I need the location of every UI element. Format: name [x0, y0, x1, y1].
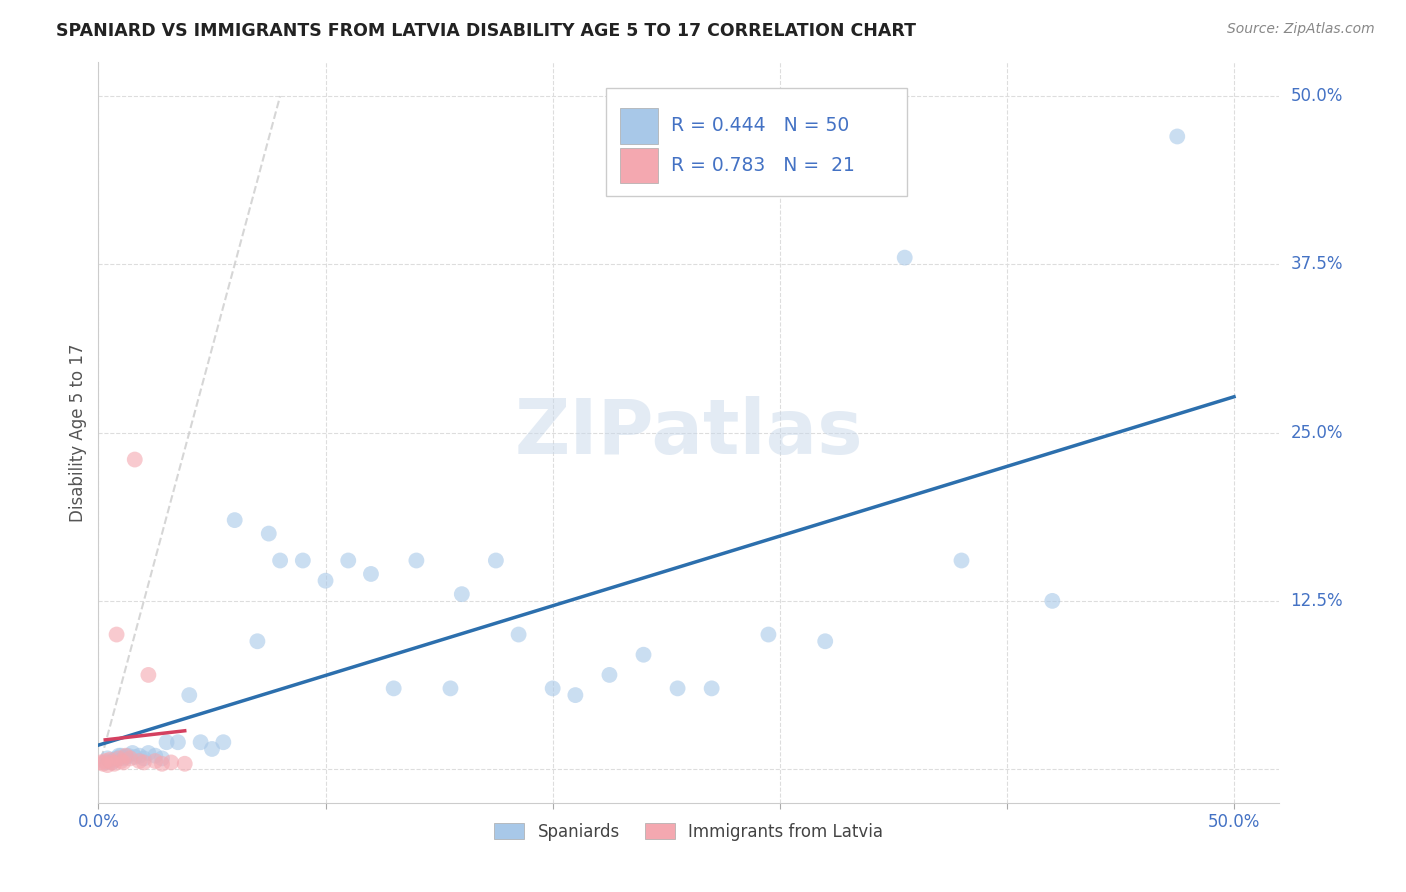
Point — [128, 748, 150, 763]
Point — [893, 251, 915, 265]
Point — [485, 553, 508, 567]
Point — [246, 634, 269, 648]
Point — [98, 753, 121, 767]
Point — [160, 756, 183, 770]
Point — [508, 627, 530, 641]
Point — [179, 688, 201, 702]
Point — [633, 648, 655, 662]
Point — [90, 756, 112, 770]
Point — [143, 754, 166, 768]
FancyBboxPatch shape — [620, 148, 658, 184]
Point — [700, 681, 723, 696]
Point — [269, 553, 291, 567]
Point — [150, 756, 173, 771]
Text: R = 0.783   N =  21: R = 0.783 N = 21 — [671, 156, 855, 175]
Point — [121, 746, 143, 760]
Point — [155, 735, 177, 749]
Point — [257, 526, 280, 541]
Point — [598, 668, 620, 682]
Point — [110, 754, 132, 768]
Point — [212, 735, 235, 749]
Point — [666, 681, 689, 696]
Point — [758, 627, 780, 641]
Text: SPANIARD VS IMMIGRANTS FROM LATVIA DISABILITY AGE 5 TO 17 CORRELATION CHART: SPANIARD VS IMMIGRANTS FROM LATVIA DISAB… — [56, 22, 917, 40]
Point — [1166, 129, 1188, 144]
Text: R = 0.444   N = 50: R = 0.444 N = 50 — [671, 117, 849, 136]
Point — [128, 754, 150, 768]
Point — [105, 627, 128, 641]
Point — [405, 553, 427, 567]
Text: Source: ZipAtlas.com: Source: ZipAtlas.com — [1227, 22, 1375, 37]
Point — [190, 735, 212, 749]
Point — [132, 756, 155, 770]
FancyBboxPatch shape — [606, 88, 907, 195]
Point — [91, 756, 114, 771]
Point — [114, 750, 136, 764]
Point — [124, 452, 146, 467]
Point — [103, 753, 125, 767]
Point — [167, 735, 190, 749]
Point — [103, 756, 125, 771]
Point — [96, 758, 118, 772]
Text: 25.0%: 25.0% — [1291, 424, 1343, 442]
Point — [143, 748, 166, 763]
Point — [173, 756, 195, 771]
Text: 50.0%: 50.0% — [1291, 87, 1343, 105]
Point — [150, 751, 173, 765]
Text: 37.5%: 37.5% — [1291, 255, 1343, 273]
Point — [315, 574, 337, 588]
Point — [337, 553, 360, 567]
Point — [108, 751, 131, 765]
Point — [541, 681, 564, 696]
Text: 12.5%: 12.5% — [1291, 592, 1343, 610]
Point — [105, 751, 128, 765]
Point — [814, 634, 837, 648]
Point — [96, 751, 118, 765]
Point — [450, 587, 472, 601]
Y-axis label: Disability Age 5 to 17: Disability Age 5 to 17 — [69, 343, 87, 522]
Point — [110, 748, 132, 763]
Point — [101, 756, 124, 770]
Point — [112, 751, 135, 765]
Point — [439, 681, 461, 696]
Point — [117, 748, 139, 763]
FancyBboxPatch shape — [620, 108, 658, 144]
Point — [94, 756, 117, 770]
Text: ZIPatlas: ZIPatlas — [515, 396, 863, 469]
Point — [120, 751, 142, 765]
Point — [94, 754, 117, 768]
Point — [138, 668, 160, 682]
Point — [950, 553, 973, 567]
Point — [201, 742, 224, 756]
Point — [108, 748, 131, 763]
Point — [112, 756, 135, 770]
Point — [564, 688, 586, 702]
Point — [114, 748, 136, 763]
Point — [124, 750, 146, 764]
Point — [98, 754, 121, 768]
Point — [291, 553, 314, 567]
Point — [360, 566, 382, 581]
Point — [382, 681, 405, 696]
Point — [224, 513, 246, 527]
Point — [132, 751, 155, 765]
Legend: Spaniards, Immigrants from Latvia: Spaniards, Immigrants from Latvia — [488, 816, 890, 847]
Point — [138, 746, 160, 760]
Point — [1040, 594, 1063, 608]
Point — [101, 756, 124, 770]
